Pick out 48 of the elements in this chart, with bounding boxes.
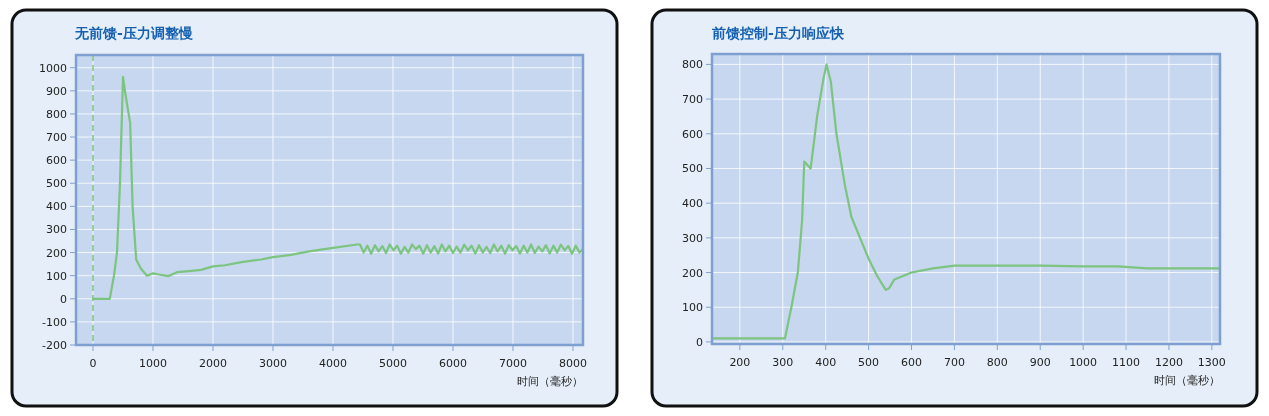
y-tick-label: 700 [46,131,67,145]
x-tick-label: 7000 [498,357,527,370]
y-tick-label: 400 [682,197,703,211]
y-tick-label: 100 [682,301,703,315]
x-tick-label: 400 [815,356,837,369]
y-tick-label: 0 [60,292,67,306]
y-tick-label: 800 [682,58,703,72]
y-tick-label: 700 [682,93,703,107]
x-tick-label: 8000 [558,357,587,370]
y-tick-label: 0 [696,335,703,349]
x-axis-title: 时间（毫秒） [517,375,583,388]
line-series [710,63,1222,340]
x-tick-label: 6000 [438,357,467,370]
x-axis-title: 时间（毫秒） [1154,374,1220,387]
y-tick-label: -100 [42,315,67,329]
y-tick-label: 900 [46,84,67,98]
y-tick-label: 200 [46,246,67,260]
x-tick-label: 2000 [198,357,227,370]
x-tick-label: 1000 [1069,356,1098,369]
y-tick-label: 500 [46,177,67,191]
y-tick-label: -200 [42,339,67,352]
x-tick-label: 600 [901,356,923,369]
chart-title: 前馈控制-压力响应快 [711,25,845,41]
x-tick-label: 1200 [1154,356,1183,369]
x-tick-label: 1000 [138,357,167,370]
y-tick-label: 300 [46,223,67,237]
x-tick-label: 4000 [318,357,347,370]
x-tick-label: 5000 [378,357,407,370]
y-tick-label: 200 [682,266,703,280]
x-tick-label: 300 [772,356,794,369]
x-tick-label: 700 [943,356,965,369]
x-tick-label: 1300 [1197,356,1226,369]
y-tick-label: 500 [682,162,703,176]
x-tick-label: 900 [1029,356,1051,369]
x-tick-label: 3000 [258,357,287,370]
y-tick-label: 400 [46,200,67,214]
y-tick-label: 600 [46,154,67,168]
y-tick-label: 600 [682,127,703,141]
x-tick-label: 500 [858,356,880,369]
x-tick-label: 0 [89,357,97,370]
x-tick-label: 800 [986,356,1008,369]
chart-title: 无前馈-压力调整慢 [74,25,193,41]
x-tick-label: 1100 [1112,356,1141,369]
y-tick-label: 300 [682,231,703,245]
y-tick-label: 1000 [39,61,67,75]
y-tick-label: 800 [46,107,67,121]
x-tick-label: 200 [729,356,751,369]
y-tick-label: 100 [46,269,67,283]
